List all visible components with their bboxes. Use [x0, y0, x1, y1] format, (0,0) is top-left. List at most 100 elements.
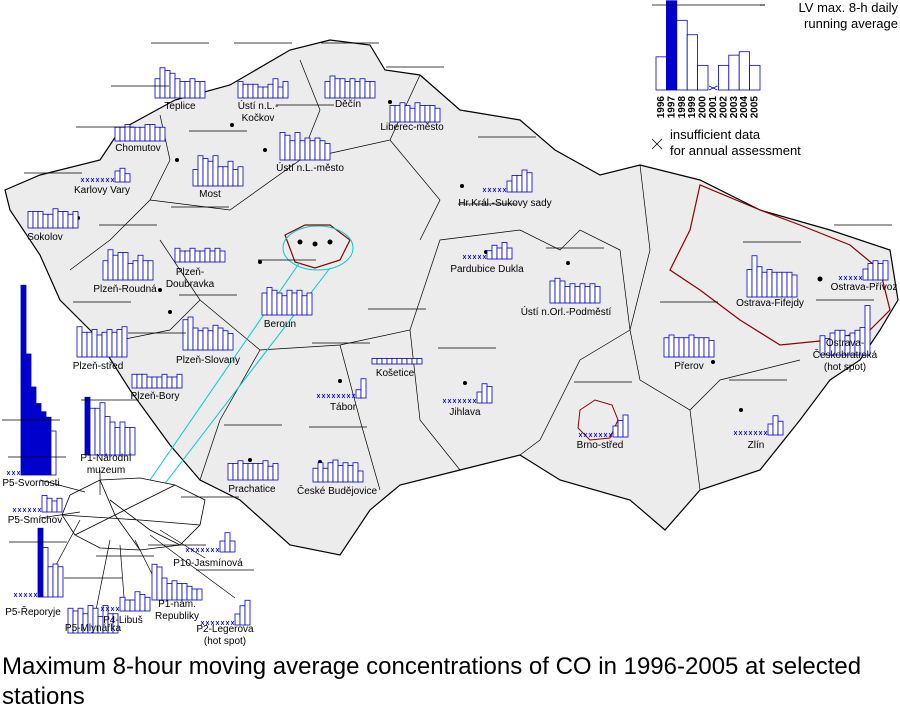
station-label: P1-nám. [158, 599, 196, 610]
station-label: Plzeň-Slovany [176, 355, 240, 366]
insufficient-mark [316, 393, 321, 399]
bar [41, 495, 48, 513]
bar [686, 34, 699, 91]
insufficient-mark [185, 547, 190, 553]
bar [703, 337, 710, 358]
bar [181, 583, 188, 601]
insufficient-mark [472, 254, 477, 260]
bar [119, 421, 126, 456]
bar [137, 254, 144, 281]
insufficient-mark [492, 187, 497, 193]
bar [360, 378, 367, 399]
bar [279, 132, 286, 161]
year-label: 2001 [708, 96, 719, 119]
insufficient-mark [230, 620, 235, 626]
insufficient-mark [105, 606, 110, 612]
bar [416, 358, 423, 365]
bar [197, 155, 204, 187]
bar [324, 143, 331, 161]
prague-outline [284, 224, 351, 269]
bar [96, 334, 103, 358]
bar [549, 280, 556, 304]
bar [192, 169, 199, 187]
bar [30, 386, 37, 476]
year-label: 2002 [718, 96, 729, 119]
bar [102, 260, 109, 281]
bar [199, 250, 206, 263]
bar [171, 376, 178, 389]
insufficient-mark [326, 393, 331, 399]
bar [877, 263, 884, 281]
bar [227, 463, 234, 481]
bar [124, 599, 131, 612]
bar [151, 376, 158, 389]
bar [141, 373, 148, 389]
insufficient-mark [110, 177, 115, 183]
bar [101, 331, 108, 358]
bar [37, 527, 44, 598]
bar [354, 81, 361, 99]
bar [771, 271, 778, 298]
bar [37, 211, 44, 229]
map: Teplice Ústí n.L.-Kočkov Děčín Liberec-měst… [2, 0, 899, 647]
station-label: Plzeň-střed [73, 361, 124, 372]
bar [219, 540, 226, 553]
bar [219, 250, 226, 263]
bar [414, 102, 421, 123]
insufficient-mark [457, 398, 462, 404]
insufficient-mark [588, 432, 593, 438]
bar [57, 211, 64, 229]
insufficient-mark [748, 430, 753, 436]
bar [35, 403, 42, 476]
bar [391, 358, 398, 365]
bar [386, 358, 393, 365]
bar [496, 247, 503, 260]
bar [352, 462, 359, 483]
bar [688, 334, 695, 358]
bar [132, 260, 139, 281]
bar [506, 180, 513, 193]
bar [301, 295, 308, 316]
bar [738, 51, 751, 91]
bar [339, 78, 346, 99]
station-label: Ústí n.L.- [238, 99, 279, 112]
insufficient-mark [482, 187, 487, 193]
bar [232, 463, 239, 481]
bar [252, 463, 259, 481]
bar [262, 86, 269, 99]
bar [52, 563, 59, 598]
insufficient-mark [110, 606, 115, 612]
bar [282, 81, 289, 99]
bar [86, 331, 93, 358]
bar [761, 271, 768, 298]
bar [176, 373, 183, 389]
bar [121, 326, 128, 358]
bar [394, 105, 401, 123]
bar [266, 287, 273, 316]
insufficient-mark [462, 398, 467, 404]
year-label: 1999 [687, 96, 698, 119]
bar [56, 497, 63, 513]
bar [708, 340, 715, 358]
bar [164, 70, 171, 99]
insufficient-mark [336, 393, 341, 399]
bar [99, 402, 106, 456]
insufficient-mark [838, 275, 843, 281]
insufficient-mark [195, 547, 200, 553]
insufficient-mark [477, 254, 482, 260]
insufficient-mark [100, 177, 105, 183]
bar [296, 289, 303, 316]
bar [207, 160, 214, 187]
bar [864, 305, 871, 356]
legend-insufficient-symbol [651, 138, 663, 150]
bar [309, 140, 316, 161]
bar [32, 211, 39, 229]
bar [222, 330, 229, 351]
insufficient-mark [472, 398, 477, 404]
insufficient-mark [843, 275, 848, 281]
bar [781, 271, 788, 298]
bar [242, 463, 249, 481]
insufficient-mark [858, 275, 863, 281]
bar [156, 566, 163, 601]
bar [192, 327, 199, 351]
